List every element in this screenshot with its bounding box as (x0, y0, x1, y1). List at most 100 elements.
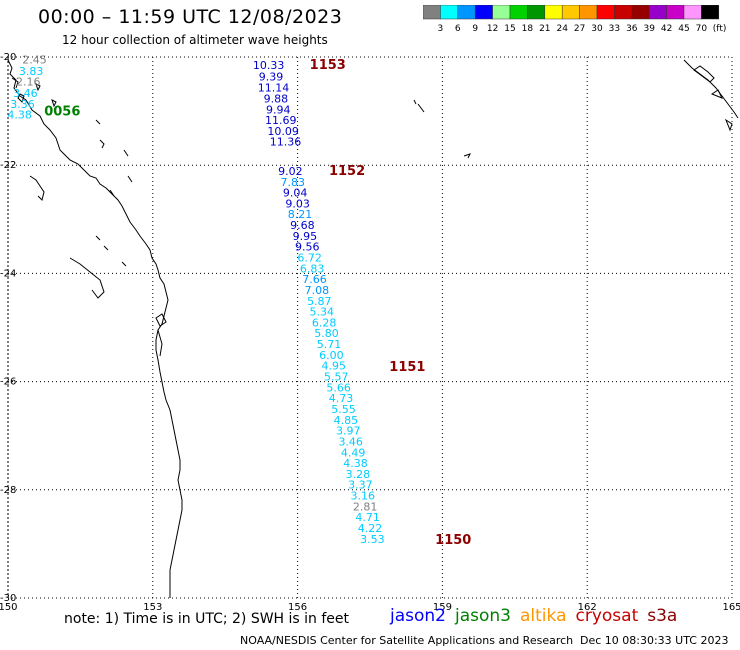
swh-value: 2.16 (16, 76, 41, 89)
coastline (7, 59, 739, 598)
island (95, 235, 101, 241)
swh-value: 7.08 (305, 284, 330, 297)
island (103, 245, 109, 251)
wave-height-colorbar: 3 6 9 12 15 18 21 24 27 30 33 36 39 42 45 70 (ft) (423, 5, 727, 34)
swh-value: 4.38 (7, 109, 32, 122)
swh-value: 4.95 (322, 360, 347, 373)
swh-value: 5.34 (309, 306, 334, 319)
swh-value: 4.85 (334, 414, 359, 427)
swh-value: 9.56 (295, 241, 320, 254)
latitude-label: -30 (0, 593, 16, 604)
swh-tracks: 2.453.832.163.463.364.3810.339.3911.149.… (7, 53, 384, 545)
colorbar-label: 21 (539, 24, 550, 34)
latitude-label: -24 (0, 268, 16, 279)
new-caledonia-island (693, 65, 715, 83)
latitude-label: -20 (0, 52, 16, 63)
swh-value: 3.28 (346, 468, 371, 481)
swh-value: 7.83 (281, 176, 306, 189)
swh-value: 3.36 (10, 98, 35, 111)
swh-value: 11.14 (258, 82, 290, 95)
swh-value: 3.37 (348, 479, 373, 492)
swh-value: 9.39 (259, 70, 284, 83)
colorbar-label: 30 (591, 24, 603, 34)
pass-number: 1151 (389, 360, 425, 375)
swh-value: 3.97 (336, 425, 361, 438)
swh-value: 3.83 (19, 65, 44, 78)
island (417, 103, 425, 113)
swh-value: 9.94 (266, 103, 291, 116)
colorbar-label: 27 (574, 24, 585, 34)
colorbar-label: 12 (487, 24, 498, 34)
swh-value: 4.71 (355, 511, 380, 524)
footer-timestamp: Dec 10 08:30:33 UTC 2023 (580, 634, 729, 647)
island (109, 189, 115, 197)
island (155, 313, 167, 327)
swh-value: 6.00 (319, 349, 344, 362)
pass-labels: 1153 1152 1151 1150 0056 (44, 58, 471, 548)
colorbar-label: 18 (522, 24, 534, 34)
longitude-label: 153 (143, 602, 162, 610)
island (11, 77, 19, 89)
altimeter-map: -20 -22 -24 -26 -28 -30 150 153 156 159 162 165 2.… (0, 52, 740, 610)
coastline-inlet (29, 175, 45, 201)
swh-value: 2.81 (353, 500, 378, 513)
pass-number: 1153 (310, 58, 346, 73)
map-subtitle: 12 hour collection of altimeter wave hei… (62, 33, 328, 47)
map-title: 00:00 – 11:59 UTC 12/08/2023 (38, 6, 343, 28)
longitude-label: 165 (722, 602, 740, 610)
colorbar-label: 33 (609, 24, 620, 34)
swh-value: 9.04 (283, 187, 308, 200)
coastline-bay (69, 257, 105, 299)
swh-value: 9.03 (285, 197, 310, 210)
swh-value: 4.38 (343, 457, 368, 470)
island (51, 99, 57, 108)
island (413, 99, 417, 105)
colorbar-swatch (701, 5, 720, 20)
island (127, 175, 133, 183)
swh-value: 4.22 (358, 522, 383, 535)
pass-number: 0056 (44, 104, 80, 119)
island (35, 83, 41, 92)
satellite-legend: jason2 jason3 altika cryosat s3a (390, 606, 686, 626)
colorbar-label: 70 (696, 24, 708, 34)
island (121, 261, 127, 267)
swh-value: 11.69 (265, 114, 297, 127)
grid-lines (7, 56, 733, 599)
swh-value: 9.95 (293, 230, 318, 243)
legend-altika: altika (520, 606, 567, 626)
island (99, 139, 105, 149)
swh-value: 5.55 (331, 403, 356, 416)
longitude-labels: 150 153 156 159 162 165 (0, 602, 740, 610)
longitude-label: 156 (288, 602, 307, 610)
swh-value: 9.88 (264, 92, 289, 105)
pass-number: 1150 (435, 533, 471, 548)
swh-value: 5.71 (317, 338, 342, 351)
swh-value: 6.83 (300, 262, 325, 275)
colorbar-label: 15 (504, 24, 515, 34)
island (157, 329, 163, 357)
colorbar-label: 42 (661, 24, 672, 34)
colorbar-label: 39 (643, 24, 655, 34)
swh-value: 7.66 (302, 273, 327, 286)
swh-value: 2.45 (22, 53, 47, 66)
longitude-label: 150 (0, 602, 18, 610)
island (463, 153, 471, 159)
swh-value: 6.28 (312, 316, 337, 329)
new-caledonia-island (724, 118, 733, 132)
swh-value: 4.73 (329, 392, 354, 405)
legend-s3a: s3a (647, 606, 678, 626)
island (95, 119, 101, 125)
swh-value: 3.46 (13, 87, 38, 100)
swh-value: 3.46 (338, 435, 363, 448)
latitude-label: -28 (0, 485, 16, 496)
colorbar-unit: (ft) (713, 24, 727, 34)
swh-value: 9.68 (290, 219, 315, 232)
swh-value: 11.36 (270, 136, 302, 149)
footer-credit: NOAA/NESDIS Center for Satellite Applica… (240, 634, 574, 647)
longitude-label: 162 (578, 602, 597, 610)
colorbar-label: 24 (556, 24, 568, 34)
swh-value: 5.57 (324, 371, 349, 384)
colorbar-label: 6 (455, 24, 461, 34)
colorbar-label: 36 (626, 24, 638, 34)
swh-value: 8.21 (288, 208, 313, 221)
